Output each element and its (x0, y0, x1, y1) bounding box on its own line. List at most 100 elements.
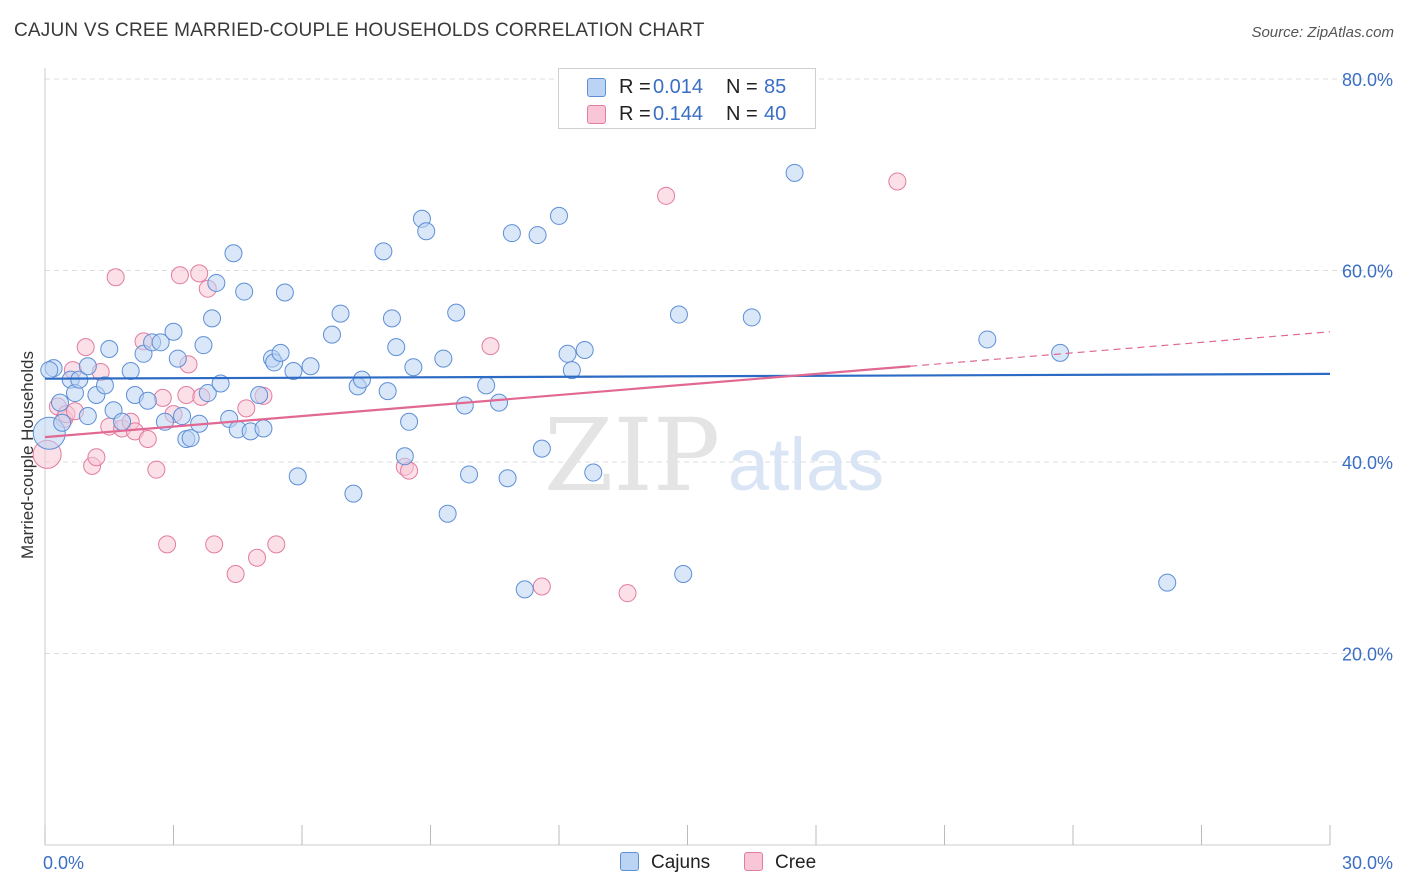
cajuns-point (164, 322, 183, 341)
cajuns-point (515, 580, 534, 599)
cree-point (205, 535, 224, 554)
cree-point (147, 460, 166, 479)
watermark: ZIP atlas (544, 397, 884, 514)
cree-swatch (587, 105, 606, 124)
cajuns-point (254, 419, 273, 438)
correlation-legend: R = 0.014 N = 85 R = 0.144 N = 40 (558, 68, 816, 129)
cajuns-point (198, 384, 217, 403)
cajuns-point (78, 357, 97, 376)
cajuns-point (194, 336, 213, 355)
cajuns-point (284, 362, 303, 381)
cajuns-point (181, 429, 200, 448)
r-value: 0.144 (653, 103, 704, 125)
cajuns-swatch (620, 852, 639, 871)
cajuns-swatch (587, 78, 606, 97)
cajuns-point (674, 565, 693, 584)
cajuns-point (785, 163, 804, 182)
legend-row-cajuns: R = 0.014 N = 85 (559, 75, 815, 101)
n-label: N = (726, 76, 758, 98)
cree-point (170, 266, 189, 285)
cajuns-point (53, 413, 72, 432)
cajuns-point (288, 467, 307, 486)
cajuns-point (455, 396, 474, 415)
r-value: 0.014 (653, 76, 704, 98)
cajuns-point (562, 361, 581, 380)
cajuns-point (168, 349, 187, 368)
cree-points (32, 172, 907, 603)
r-label: R = (619, 103, 651, 125)
cree-point (158, 535, 177, 554)
cajuns-point (344, 484, 363, 503)
tick-labels: 20.0% 40.0% 60.0% 80.0% 0.0% 30.0% (43, 70, 1393, 873)
cajuns-point (50, 393, 69, 412)
cajuns-trend-line (44, 372, 1331, 380)
cree-point (481, 337, 500, 356)
cree-point (177, 385, 196, 404)
cajuns-point (1051, 343, 1070, 362)
cree-point (106, 268, 125, 287)
cajuns-point (584, 463, 603, 482)
cree-point (87, 448, 106, 467)
legend-row-cree: R = 0.144 N = 40 (559, 102, 815, 128)
cajuns-point (211, 374, 230, 393)
legend-item-cajuns[interactable]: Cajuns (620, 852, 710, 874)
cajuns-point (138, 391, 157, 410)
cajuns-point (271, 343, 290, 362)
cajuns-point (275, 283, 294, 302)
cajuns-point (121, 362, 140, 381)
cajuns-point (550, 206, 568, 225)
cree-point (657, 186, 676, 205)
cajuns-point (528, 226, 547, 245)
cajuns-point (207, 273, 226, 292)
cree-point (267, 535, 286, 554)
cree-point (248, 548, 267, 567)
cajuns-point (235, 282, 254, 301)
n-label: N = (726, 103, 758, 125)
cajuns-point (978, 330, 997, 349)
y-tick-label: 80.0% (1342, 70, 1393, 90)
r-label: R = (619, 76, 651, 98)
cajuns-point (113, 412, 132, 431)
cree-point (888, 172, 907, 191)
cajuns-point (669, 305, 688, 324)
cree-point (190, 264, 209, 283)
cajuns-point (250, 385, 269, 404)
cajuns-point (558, 344, 577, 363)
cree-point (153, 388, 172, 407)
legend-item-cree[interactable]: Cree (744, 852, 816, 874)
cajuns-point (352, 370, 371, 389)
cajuns-point (498, 469, 517, 488)
y-tick-label: 20.0% (1342, 645, 1393, 665)
cajuns-point (447, 303, 466, 322)
cajuns-point (502, 224, 521, 243)
cajuns-point (1158, 573, 1177, 592)
cree-trend-extension (910, 331, 1331, 367)
cajuns-point (575, 340, 594, 359)
cree-point (138, 430, 157, 449)
cree-point (618, 584, 637, 603)
cree-point (226, 565, 245, 584)
cree-point (532, 577, 551, 596)
watermark-zip: ZIP (544, 397, 720, 514)
cajuns-point (460, 465, 479, 484)
cajuns-point (532, 439, 551, 458)
y-tick-label: 60.0% (1342, 262, 1393, 282)
cajuns-point (151, 333, 170, 352)
legend-label: Cajuns (651, 852, 711, 873)
cajuns-point (742, 308, 761, 327)
cajuns-point (40, 361, 59, 380)
cajuns-point (387, 338, 406, 357)
legend-label: Cree (775, 852, 817, 873)
cajuns-point (331, 304, 350, 323)
cajuns-points (32, 163, 1177, 599)
cajuns-point (395, 447, 414, 466)
cajuns-point (490, 393, 509, 412)
cree-swatch (744, 852, 763, 871)
trend-lines (44, 331, 1331, 439)
cajuns-point (374, 242, 393, 261)
watermark-atlas: atlas (728, 423, 884, 506)
cajuns-point (322, 325, 341, 344)
cajuns-point (400, 412, 419, 431)
cajuns-point (100, 340, 119, 359)
